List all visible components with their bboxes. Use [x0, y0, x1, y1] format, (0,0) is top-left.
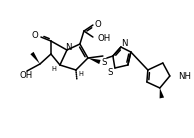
Text: NH: NH [178, 72, 191, 82]
Text: S: S [107, 68, 113, 78]
Text: OH: OH [98, 34, 111, 43]
Text: H: H [79, 71, 83, 77]
Polygon shape [160, 88, 164, 98]
Text: S: S [101, 58, 107, 67]
Text: N: N [122, 39, 128, 47]
Text: O: O [94, 20, 101, 29]
Polygon shape [88, 58, 101, 64]
Text: N: N [65, 43, 71, 51]
Text: O: O [32, 30, 38, 39]
Text: OH: OH [19, 71, 33, 80]
Text: H: H [52, 66, 56, 72]
Polygon shape [30, 52, 40, 64]
